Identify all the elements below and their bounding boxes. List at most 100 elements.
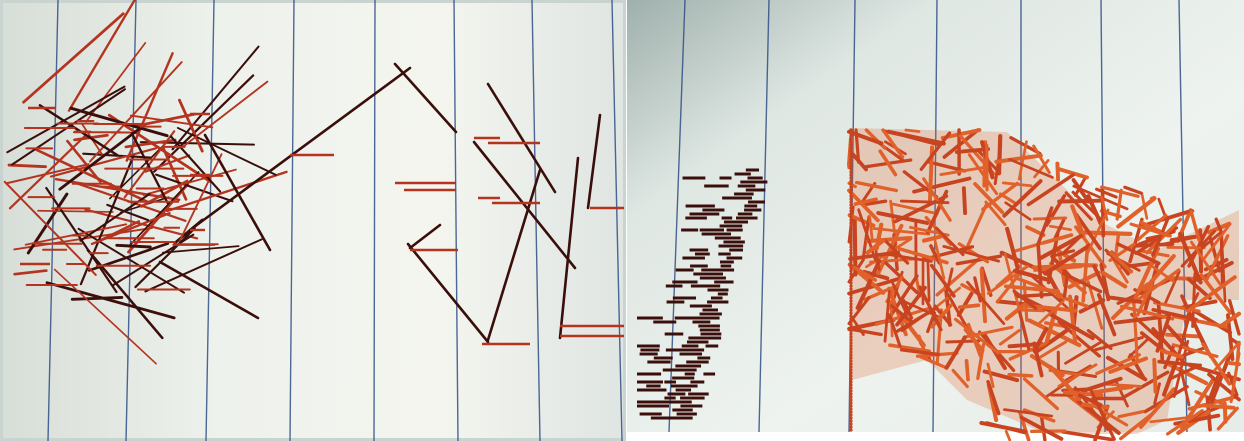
- mesh-line: [862, 199, 888, 207]
- mesh-line: [1055, 161, 1061, 182]
- mesh-line: [1074, 212, 1102, 251]
- mesh-edge-dot: [849, 320, 853, 324]
- mesh-edge-dot: [849, 146, 853, 150]
- mesh-line: [1100, 185, 1140, 198]
- mesh-line: [900, 307, 935, 333]
- mesh-line: [1219, 311, 1242, 328]
- mesh-line: [1104, 248, 1127, 271]
- plot-line: [127, 171, 200, 248]
- mesh-line: [1216, 406, 1239, 431]
- mesh-line: [1117, 409, 1145, 419]
- mesh-line: [1202, 222, 1232, 261]
- mesh-line: [1022, 377, 1059, 411]
- mesh-line: [957, 303, 981, 310]
- mesh-edge-dot: [849, 287, 853, 291]
- mesh-edge-dot: [849, 326, 853, 330]
- mesh-line: [850, 152, 868, 172]
- mesh-line: [942, 245, 1001, 263]
- mesh-line: [866, 236, 913, 244]
- plot-line: [6, 85, 126, 154]
- mesh-edge-dot: [849, 188, 853, 192]
- mesh-edge-dot: [849, 191, 853, 195]
- mesh-line: [847, 188, 880, 223]
- mesh-line: [1159, 348, 1184, 359]
- mesh-edge-dot: [849, 224, 853, 228]
- mesh-edge-dot: [849, 368, 853, 372]
- mesh-edge-dot: [849, 152, 853, 156]
- mesh-edge-dot: [849, 290, 853, 294]
- mesh-line: [966, 280, 1006, 325]
- mesh-edge-dot: [849, 308, 853, 312]
- mesh-edge-dot: [849, 128, 853, 132]
- plot-line: [79, 154, 135, 286]
- plot-line: [38, 104, 119, 157]
- mesh-line: [1004, 429, 1012, 441]
- mesh-line: [1199, 273, 1233, 315]
- mesh-edge-dot: [849, 275, 853, 279]
- mesh-edge-dot: [849, 365, 853, 369]
- mesh-edge-dot: [849, 362, 853, 366]
- mesh-line: [1132, 302, 1139, 361]
- mesh-line: [1061, 271, 1103, 294]
- mesh-edge-dot: [849, 353, 853, 357]
- mesh-edge-dot: [849, 179, 853, 183]
- mesh-line: [904, 128, 921, 133]
- mesh-line: [1189, 209, 1201, 242]
- plot-line: [77, 227, 185, 294]
- mesh-line: [1145, 217, 1183, 255]
- mesh-line: [1004, 301, 1029, 321]
- mesh-line: [902, 299, 914, 320]
- plot-line: [69, 106, 169, 138]
- plot-line: [472, 140, 577, 270]
- mesh-edge-dot: [849, 203, 853, 207]
- mesh-line: [1062, 272, 1070, 298]
- mesh-line: [1220, 242, 1227, 303]
- mesh-edge-dot: [849, 350, 853, 354]
- mesh-line: [1155, 314, 1171, 353]
- mesh-line: [1086, 194, 1103, 226]
- mesh-edge-dot: [849, 419, 853, 423]
- mesh-edge-dot: [849, 236, 853, 240]
- mesh-line: [1092, 264, 1111, 298]
- mesh-line: [1007, 372, 1034, 378]
- mesh-line: [1149, 416, 1192, 424]
- plot-line: [406, 242, 490, 344]
- mesh-line: [1101, 270, 1128, 289]
- mesh-line: [1061, 430, 1114, 441]
- mesh-edge-dot: [849, 401, 853, 405]
- mesh-line: [1017, 140, 1028, 181]
- plot-line: [144, 238, 263, 293]
- mesh-edge-dot: [849, 410, 853, 414]
- mesh-edge-dot: [849, 395, 853, 399]
- plot-line: [13, 269, 48, 276]
- grid-lines: [47, 0, 623, 441]
- mesh-edge-dot: [849, 407, 853, 411]
- mesh-edge-dot: [849, 323, 853, 327]
- plot-line: [7, 163, 47, 169]
- mesh-edge-dot: [849, 209, 853, 213]
- mesh-line: [1019, 415, 1064, 441]
- plot-line: [37, 209, 114, 213]
- mesh-edge-dot: [849, 263, 853, 267]
- mesh-edge-dot: [849, 164, 853, 168]
- mesh-line: [1151, 215, 1171, 257]
- mesh-line: [1190, 240, 1222, 286]
- mesh-edge-dot: [849, 167, 853, 171]
- mesh-edge-dot: [849, 176, 853, 180]
- mesh-edge-dot: [849, 329, 853, 333]
- mesh-line: [933, 236, 946, 280]
- mesh-line: [1165, 409, 1204, 436]
- plot-line: [134, 112, 197, 128]
- mesh-line: [1057, 363, 1098, 388]
- mesh-line: [1096, 293, 1117, 337]
- mesh-line: [1067, 270, 1101, 289]
- plot-line: [70, 295, 124, 301]
- plot-line: [106, 203, 150, 222]
- mesh-edge-dot: [849, 194, 853, 198]
- photo-right: [627, 0, 1244, 441]
- mesh-line: [1121, 370, 1170, 400]
- mesh-edge-dot: [849, 284, 853, 288]
- mesh-edge-dot: [849, 137, 853, 141]
- mesh-edge-dot: [849, 239, 853, 243]
- mesh-edge-dot: [849, 134, 853, 138]
